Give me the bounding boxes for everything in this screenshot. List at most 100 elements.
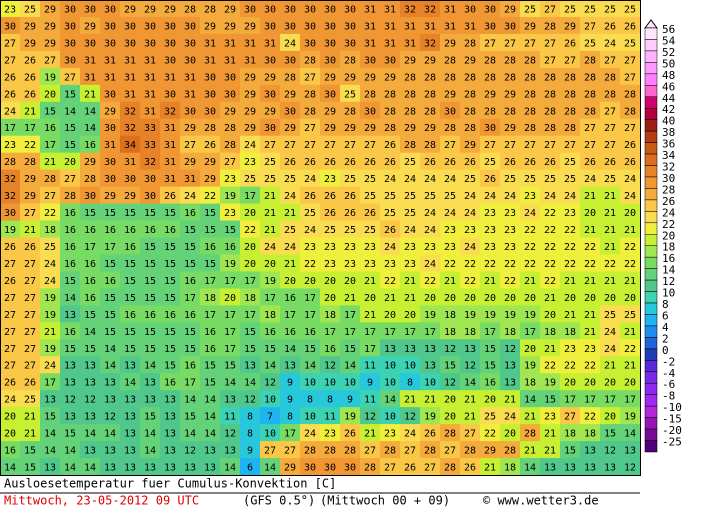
temperature-cell	[420, 84, 441, 103]
temperature-cell	[120, 356, 141, 374]
temperature-cell	[300, 441, 321, 459]
temperature-label: 29	[284, 463, 296, 474]
temperature-cell	[0, 441, 21, 459]
temperature-cell	[480, 16, 501, 35]
temperature-label: 30	[144, 174, 156, 185]
temperature-label: 20	[504, 429, 516, 440]
temperature-label: 22	[624, 242, 636, 253]
temperature-cell	[360, 305, 381, 323]
temperature-cell	[160, 50, 181, 69]
temperature-label: 26	[344, 191, 356, 202]
temperature-cell	[120, 186, 141, 205]
temperature-label: 22	[564, 259, 576, 270]
temperature-cell	[600, 356, 621, 374]
temperature-label: 30	[324, 38, 336, 49]
temperature-cell	[360, 152, 381, 171]
temperature-label: 14	[384, 395, 396, 406]
temperature-label: 32	[424, 4, 436, 15]
temperature-cell	[20, 203, 41, 222]
temperature-label: 28	[524, 123, 536, 134]
temperature-label: 27	[464, 429, 476, 440]
temperature-label: 6	[247, 463, 253, 474]
temperature-cell	[320, 424, 341, 442]
temperature-cell	[140, 373, 161, 391]
temperature-cell	[300, 101, 321, 120]
temperature-label: 32	[4, 174, 16, 185]
temperature-cell	[220, 67, 241, 86]
temperature-cell	[540, 101, 561, 120]
temperature-cell	[160, 118, 181, 137]
temperature-cell	[480, 101, 501, 120]
temperature-cell	[540, 458, 561, 476]
temperature-label: 29	[384, 72, 396, 83]
temperature-label: 14	[264, 463, 276, 474]
temperature-cell	[260, 305, 281, 323]
temperature-label: 26	[164, 191, 176, 202]
temperature-label: 14	[204, 395, 216, 406]
temperature-cell	[420, 288, 441, 306]
temperature-cell	[580, 254, 601, 272]
temperature-label: 27	[424, 463, 436, 474]
temperature-label: 20	[524, 344, 536, 355]
temperature-cell	[20, 118, 41, 137]
temperature-label: 30	[324, 55, 336, 66]
temperature-cell	[140, 84, 161, 103]
temperature-label: 31	[264, 38, 276, 49]
temperature-cell	[420, 441, 441, 459]
temperature-label: 30	[124, 38, 136, 49]
temperature-label: 15	[144, 276, 156, 287]
temperature-label: 31	[384, 38, 396, 49]
temperature-cell	[280, 373, 301, 391]
temperature-cell	[260, 254, 281, 272]
temperature-cell	[240, 16, 261, 35]
temperature-label: 17	[284, 429, 296, 440]
temperature-cell	[340, 458, 361, 476]
temperature-cell	[500, 271, 521, 289]
temperature-cell	[40, 271, 61, 289]
temperature-cell	[360, 390, 381, 408]
temperature-label: 19	[424, 412, 436, 423]
temperature-label: 27	[384, 463, 396, 474]
temperature-cell	[180, 152, 201, 171]
temperature-label: 23	[224, 174, 236, 185]
temperature-cell	[420, 220, 441, 238]
temperature-label: 14	[44, 429, 56, 440]
temperature-cell	[380, 271, 401, 289]
temperature-cell	[520, 101, 541, 120]
temperature-cell	[200, 84, 221, 103]
temperature-cell	[420, 390, 441, 408]
temperature-label: 30	[64, 4, 76, 15]
footer-model: (GFS 0.5°)	[243, 494, 315, 508]
temperature-label: 30	[84, 4, 96, 15]
temperature-cell	[560, 152, 581, 171]
scale-swatch	[644, 302, 658, 315]
temperature-label: 26	[284, 157, 296, 168]
temperature-label: 21	[504, 395, 516, 406]
temperature-label: 27	[524, 38, 536, 49]
temperature-label: 25	[604, 174, 616, 185]
temperature-label: 24	[244, 140, 256, 151]
temperature-cell	[440, 84, 461, 103]
temperature-label: 28	[84, 174, 96, 185]
scale-label: 4	[662, 321, 669, 334]
temperature-cell	[160, 152, 181, 171]
temperature-cell	[220, 288, 241, 306]
temperature-label: 26	[304, 191, 316, 202]
temperature-cell	[260, 424, 281, 442]
temperature-cell	[460, 101, 481, 120]
temperature-label: 24	[524, 208, 536, 219]
temperature-cell	[40, 84, 61, 103]
temperature-cell	[560, 288, 581, 306]
temperature-label: 31	[244, 38, 256, 49]
temperature-cell	[380, 67, 401, 86]
temperature-label: 27	[624, 72, 636, 83]
temperature-cell	[120, 288, 141, 306]
temperature-label: 21	[544, 293, 556, 304]
temperature-label: 13	[84, 412, 96, 423]
temperature-cell	[320, 186, 341, 205]
temperature-cell	[600, 373, 621, 391]
temperature-label: 30	[264, 21, 276, 32]
temperature-cell	[380, 424, 401, 442]
temperature-label: 25	[584, 38, 596, 49]
temperature-label: 25	[284, 225, 296, 236]
